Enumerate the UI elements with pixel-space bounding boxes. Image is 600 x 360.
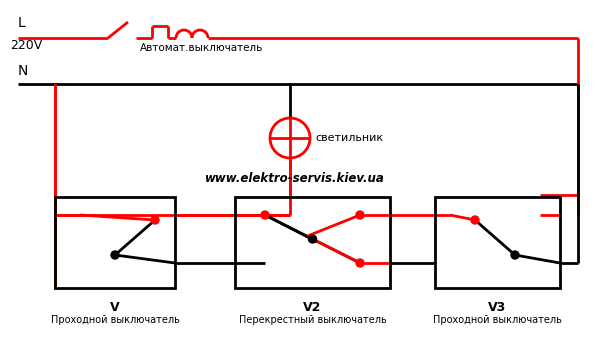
Text: Перекрестный выключатель: Перекрестный выключатель — [239, 315, 386, 325]
Text: www.elektro-servis.kiev.ua: www.elektro-servis.kiev.ua — [205, 171, 385, 185]
Circle shape — [511, 251, 519, 259]
Bar — [235, 197, 390, 288]
Bar — [435, 197, 560, 288]
Text: V: V — [110, 301, 120, 314]
Circle shape — [111, 251, 119, 259]
Text: N: N — [18, 64, 28, 78]
Text: светильник: светильник — [315, 133, 383, 143]
Text: Автомат.выключатель: Автомат.выключатель — [140, 43, 263, 53]
Circle shape — [151, 216, 159, 224]
Circle shape — [356, 211, 364, 219]
Text: V3: V3 — [488, 301, 506, 314]
Circle shape — [308, 235, 317, 243]
Text: Проходной выключатель: Проходной выключатель — [433, 315, 562, 325]
Text: 220V: 220V — [10, 39, 42, 52]
Circle shape — [471, 216, 479, 224]
Text: Проходной выключатель: Проходной выключатель — [50, 315, 179, 325]
Circle shape — [261, 211, 269, 219]
Text: L: L — [18, 16, 26, 30]
Circle shape — [356, 259, 364, 267]
Text: V2: V2 — [304, 301, 322, 314]
Bar — [55, 197, 175, 288]
